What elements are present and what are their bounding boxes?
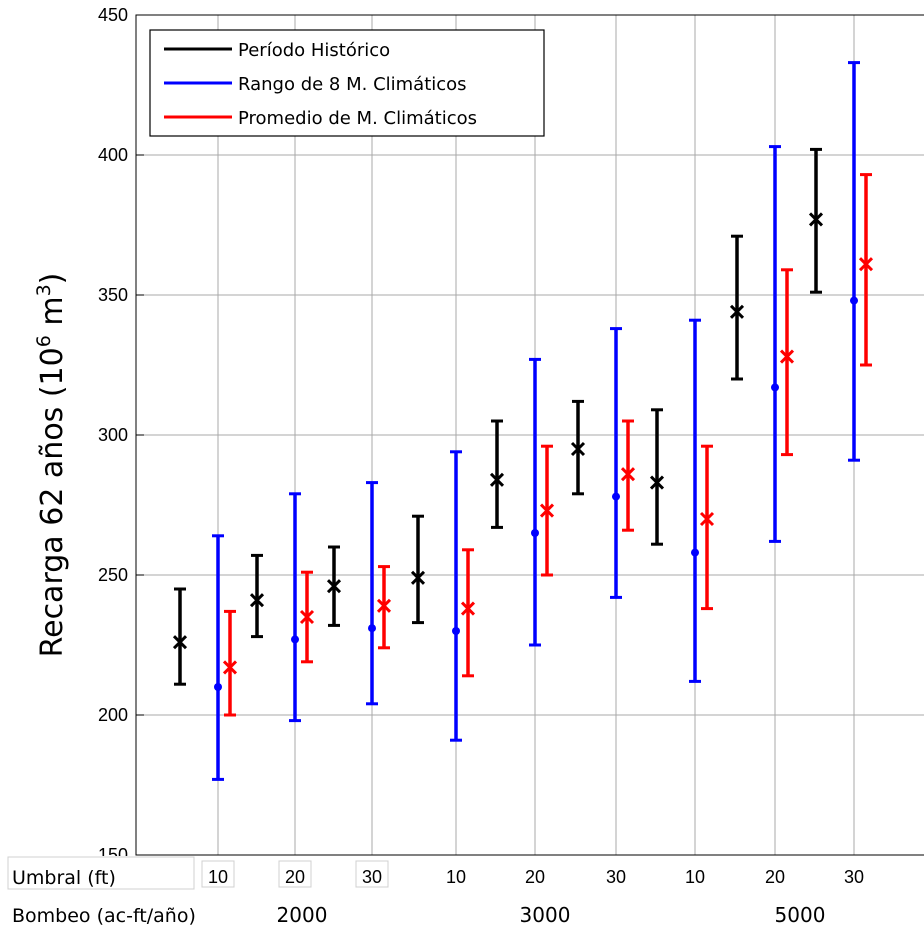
center-marker-x: [539, 503, 555, 518]
x-tick-label: 10: [208, 867, 228, 887]
center-marker-x: [808, 212, 824, 227]
y-tick-label: 350: [98, 285, 128, 305]
center-marker-x: [779, 349, 795, 364]
y-tick-label: 450: [98, 5, 128, 25]
x-axis-category-labels: 10 20 30 10 20 30 10 20 30: [201, 860, 864, 888]
center-marker-x: [620, 467, 636, 482]
legend-label-rango: Rango de 8 M. Climáticos: [238, 74, 467, 95]
series-2: [222, 173, 874, 717]
center-marker-x: [249, 593, 265, 608]
center-marker-x: [460, 601, 476, 616]
center-marker-x: [489, 472, 505, 487]
bombeo-row-label: Bombeo (ac-ft/año): [12, 905, 196, 927]
umbral-label-box: [7, 856, 195, 890]
y-tick-label: 300: [98, 425, 128, 445]
bombeo-label: 5000: [775, 903, 826, 927]
center-marker-x: [410, 570, 426, 585]
y-tick-label: 250: [98, 565, 128, 585]
legend-label-historico: Período Histórico: [238, 40, 390, 61]
center-marker-x: [570, 441, 586, 457]
y-axis-label-sup1: 6: [33, 335, 55, 347]
bombeo-label: 2000: [277, 903, 328, 927]
center-marker-x: [649, 475, 665, 490]
center-marker-x: [729, 304, 745, 319]
series-1: [212, 61, 860, 781]
center-marker-dot: [612, 492, 620, 501]
x-tick-label-box: [355, 860, 389, 888]
center-marker-dot: [691, 548, 699, 557]
x-tick-label: 20: [285, 867, 305, 887]
x-tick-label-box: [278, 860, 312, 888]
bombeo-labels: 2000 3000 5000: [277, 903, 826, 927]
center-marker-x: [858, 257, 874, 272]
y-axis-label: Recarga 62 años (106 m3): [33, 273, 70, 658]
bombeo-label: 3000: [520, 903, 571, 927]
center-marker-x: [172, 635, 188, 650]
legend: Período Histórico Rango de 8 M. Climátic…: [149, 29, 545, 137]
center-marker-x: [376, 598, 392, 613]
xaxis-label-cover: [0, 856, 924, 930]
legend-label-promedio: Promedio de M. Climáticos: [238, 108, 477, 129]
x-tick-label: 30: [844, 867, 864, 887]
x-tick-label-box: [201, 860, 235, 888]
series-0: [172, 147, 824, 686]
center-marker-dot: [850, 296, 858, 305]
center-marker-x: [299, 609, 315, 625]
center-marker-dot: [531, 529, 539, 537]
center-marker-x: [222, 660, 238, 675]
grid: [136, 14, 924, 856]
x-tick-label: 10: [685, 867, 705, 887]
center-marker-dot: [291, 635, 299, 644]
center-marker-dot: [368, 624, 376, 633]
center-marker-x: [326, 579, 342, 594]
center-marker-x: [699, 511, 715, 527]
x-tick-label: 20: [525, 867, 545, 887]
y-axis-label-end: ): [35, 273, 70, 285]
y-axis-label-mid: m: [35, 296, 70, 335]
center-marker-dot: [214, 683, 222, 691]
center-marker-dot: [771, 383, 779, 392]
x-tick-label: 10: [446, 867, 466, 887]
y-tick-label: 200: [98, 705, 128, 725]
y-axis-label-main: Recarga 62 años (10: [35, 347, 70, 657]
y-tick-label: 400: [98, 145, 128, 165]
x-tick-label: 30: [362, 867, 382, 887]
x-tick-label: 20: [765, 867, 785, 887]
x-tick-label: 30: [606, 867, 626, 887]
y-axis-label-sup2: 3: [33, 284, 55, 296]
umbral-row-label: Umbral (ft): [12, 867, 116, 889]
center-marker-dot: [452, 627, 460, 635]
error-bars: [172, 61, 874, 781]
